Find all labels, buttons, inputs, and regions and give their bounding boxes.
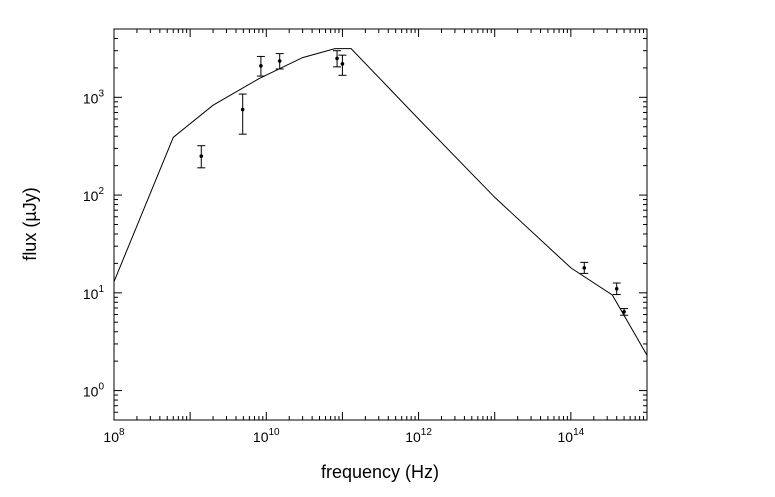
y-tick-label: 100 — [83, 382, 105, 400]
data-point — [612, 282, 621, 296]
data-point — [197, 145, 206, 169]
y-tick-label-exp: 2 — [98, 186, 104, 197]
y-tick-label-exp: 1 — [98, 284, 104, 295]
plot-frame — [113, 28, 648, 421]
y-tick-label-exp: 3 — [98, 88, 104, 99]
x-tick-label-exp: 14 — [573, 427, 585, 438]
x-tick-label-exp: 10 — [269, 427, 281, 438]
y-tick-label-base: 10 — [83, 286, 99, 302]
y-tick-label: 101 — [83, 284, 105, 302]
x-axis-title: frequency (Hz) — [321, 462, 439, 482]
model-curve — [113, 48, 648, 356]
x-tick-label: 1014 — [558, 427, 585, 445]
point-marker — [277, 59, 282, 63]
x-tick-label: 108 — [103, 427, 125, 445]
x-tick-label: 1010 — [253, 427, 280, 445]
data-point — [238, 93, 247, 135]
y-tick-label: 102 — [83, 186, 105, 204]
data-point — [275, 53, 284, 70]
data-point — [333, 50, 342, 68]
point-marker — [622, 309, 626, 314]
y-tick-label-base: 10 — [83, 188, 99, 204]
point-marker — [199, 154, 204, 158]
data-point — [620, 308, 629, 316]
y-tick-label-base: 10 — [83, 384, 99, 400]
point-marker — [240, 107, 245, 112]
point-marker — [614, 286, 619, 291]
model-curve-layer — [113, 48, 648, 356]
x-tick-label-exp: 8 — [119, 427, 125, 438]
y-tick-label: 103 — [83, 88, 105, 106]
y-tick-label-base: 10 — [83, 90, 99, 106]
point-marker — [259, 64, 263, 68]
y-tick-label-exp: 0 — [98, 382, 104, 393]
y-axis-title: flux (µJy) — [20, 187, 40, 260]
x-tick-label: 1012 — [405, 427, 432, 445]
x-tick-label-base: 10 — [103, 429, 119, 445]
x-tick-label-base: 10 — [405, 429, 421, 445]
ticks-layer — [113, 28, 648, 421]
point-marker — [340, 62, 345, 66]
x-tick-label-exp: 12 — [421, 427, 433, 438]
x-tick-label-base: 10 — [253, 429, 269, 445]
point-marker — [335, 56, 339, 61]
x-tick-label-base: 10 — [558, 429, 574, 445]
data-point — [256, 55, 265, 77]
data-points-layer — [197, 50, 629, 316]
data-point — [338, 54, 347, 76]
point-marker — [582, 266, 587, 270]
data-point — [580, 261, 589, 274]
